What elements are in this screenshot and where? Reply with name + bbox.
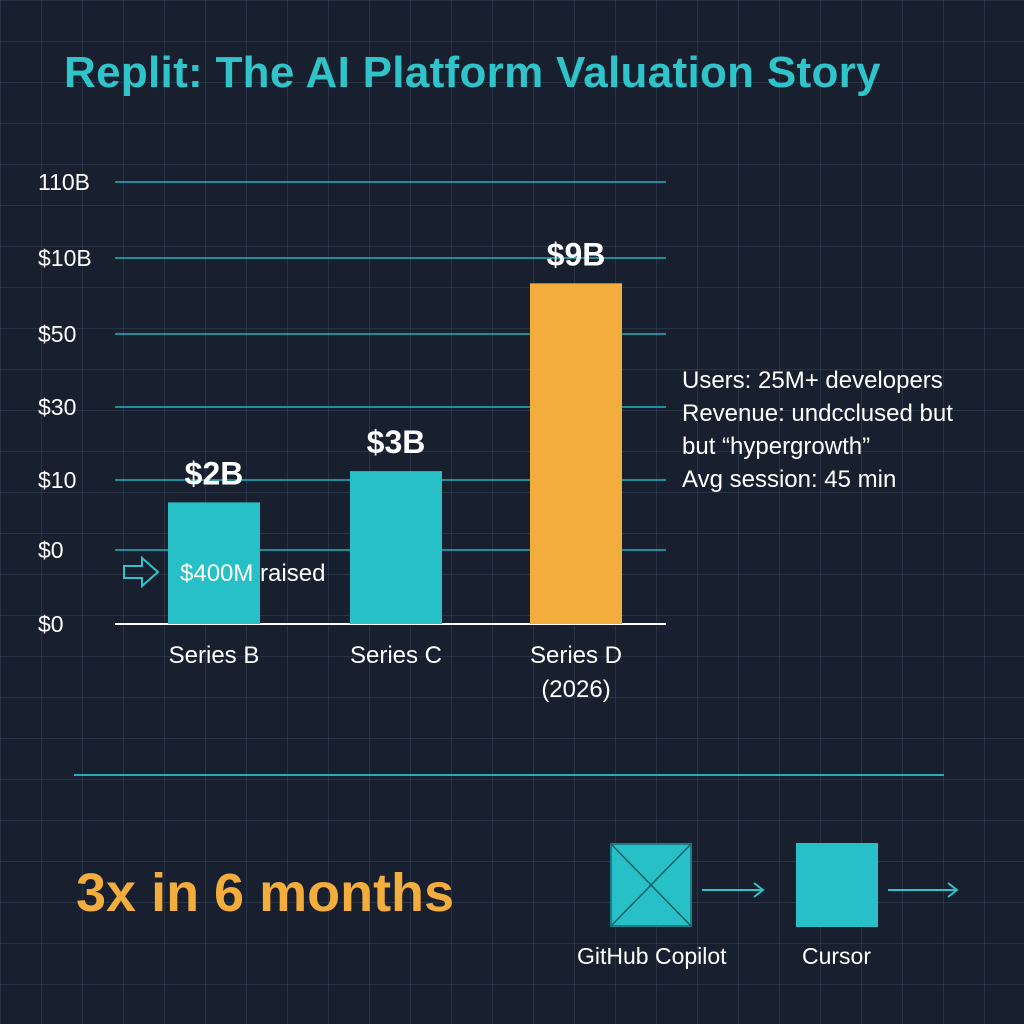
y-tick-label: $10 (38, 467, 76, 493)
y-tick-label: 110B (38, 169, 90, 195)
y-tick-label: $10B (38, 245, 92, 271)
box-icon (796, 843, 878, 927)
stat-users: Users: 25M+ developers (682, 367, 943, 394)
data-label: $3B (367, 424, 426, 460)
arrow-right-icon (888, 882, 959, 898)
annotation-label: $400M raised (180, 560, 325, 587)
y-tick-label: $0 (38, 611, 64, 637)
data-label: $9B (547, 236, 606, 272)
growth-headline: 3x in 6 months (76, 863, 455, 923)
x-tick-label: Series B (169, 642, 260, 669)
stats-panel: Users: 25M+ developers Revenue: undcclus… (682, 364, 1012, 496)
competitor-label-cursor: Cursor (802, 943, 872, 969)
stat-revenue: Revenue: undcclused but (682, 400, 953, 427)
stat-session: Avg session: 45 min (682, 466, 897, 493)
arrow-right-icon (702, 882, 765, 898)
crossed-box-icon (610, 843, 692, 927)
bar (530, 283, 622, 624)
section-divider (74, 774, 944, 776)
arrow-right-icon (123, 555, 160, 589)
page-title: Replit: The AI Platform Valuation Story (64, 48, 881, 97)
x-tick-label: (2026) (541, 676, 610, 703)
x-tick-label: Series D (530, 642, 622, 669)
x-tick-label: Series C (350, 642, 442, 669)
data-label: $2B (185, 455, 244, 491)
competitor-label-copilot: GitHub Copilot (577, 943, 727, 969)
bar (350, 471, 442, 624)
y-tick-label: $30 (38, 394, 76, 420)
y-tick-label: $50 (38, 321, 76, 347)
y-tick-label: $0 (38, 537, 64, 563)
bar (168, 502, 260, 624)
stat-revenue-cont: but “hypergrowth” (682, 433, 871, 460)
valuation-chart: $0 $0 $10 $30 $50 $10B 110B $2B Series B $3B Serie… (38, 169, 666, 703)
